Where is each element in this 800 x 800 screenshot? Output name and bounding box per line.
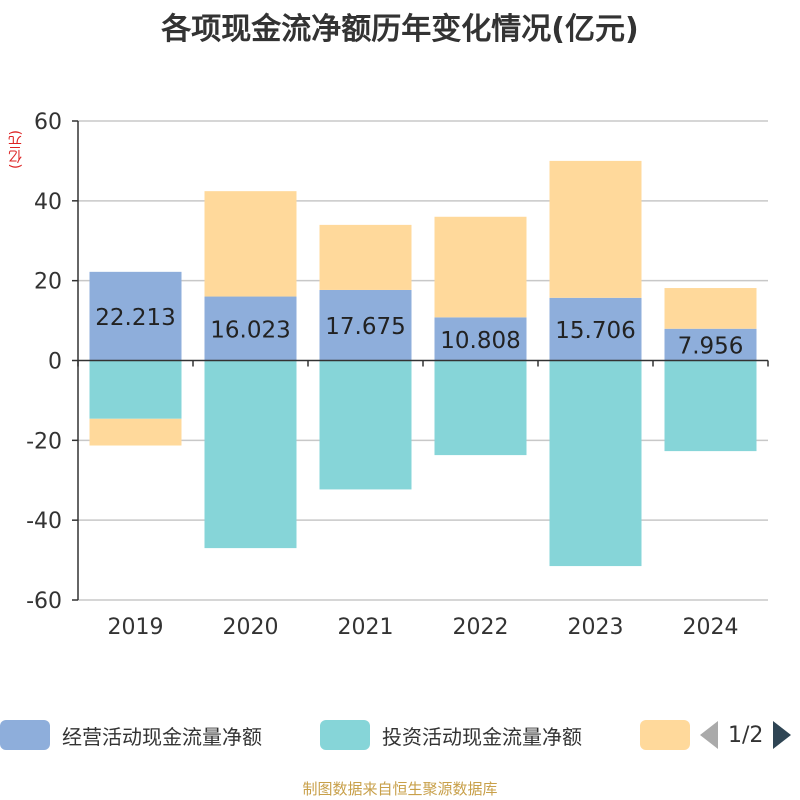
bar-2024-series-2 (664, 288, 757, 329)
bar-2023-series-2 (549, 160, 642, 298)
bar-chart: 60 40 20 0 -20 -40 -60 2019 2020 2021 2022 2023 2024… (26, 110, 769, 640)
y-tick-label: 60 (34, 110, 62, 135)
bar-2024-series-1 (664, 360, 757, 452)
bar-2020-series-1 (204, 360, 297, 549)
bar-2021-series-2 (319, 224, 412, 290)
bar-marks (89, 160, 757, 567)
bar-2019-series-1 (89, 360, 182, 419)
data-source-note: 制图数据来自恒生聚源数据库 (302, 780, 498, 798)
data-label-2019: 22.213 (95, 305, 175, 331)
x-tick-label-2024: 2024 (683, 615, 739, 640)
legend-swatch-investing (320, 720, 370, 750)
legend-prev-page-icon[interactable] (700, 721, 718, 749)
chart-title: 各项现金流净额历年变化情况(亿元) (161, 12, 639, 47)
bar-2021-series-0 (319, 289, 412, 361)
grid-lines (78, 120, 768, 601)
y-tick-label: 20 (34, 270, 62, 295)
y-tick-label: -20 (26, 429, 62, 454)
legend-label-investing: 投资活动现金流量净额 (382, 724, 582, 749)
legend-page-indicator: 1/2 (728, 722, 764, 748)
legend-swatch-operating (0, 720, 50, 750)
bar-2022-series-2 (434, 216, 527, 318)
x-tick-label-2022: 2022 (453, 615, 509, 640)
bar-2020-series-0 (204, 296, 297, 361)
data-label-2020: 16.023 (210, 318, 290, 344)
data-label-2024: 7.956 (678, 334, 744, 360)
x-tick-label-2023: 2023 (568, 615, 624, 640)
bar-2022-series-1 (434, 360, 527, 456)
bar-2023-series-0 (549, 297, 642, 361)
bar-2022-series-0 (434, 317, 527, 361)
legend: 经营活动现金流量净额 投资活动现金流量净额 1/2 (0, 714, 800, 754)
x-tick-label-2020: 2020 (223, 615, 279, 640)
legend-label-operating: 经营活动现金流量净额 (62, 724, 262, 749)
x-tick-label-2019: 2019 (108, 615, 164, 640)
data-label-2023: 15.706 (555, 318, 635, 344)
bar-2019-series-0 (89, 271, 182, 361)
axes: 60 40 20 0 -20 -40 -60 2019 2020 2021 2022 2023 2024 (26, 110, 769, 640)
y-tick-label: -60 (26, 589, 62, 614)
bar-2023-series-1 (549, 360, 642, 567)
bar-2021-series-1 (319, 360, 412, 490)
bar-2019-series-2 (89, 418, 182, 446)
legend-item-operating[interactable]: 经营活动现金流量净额 (0, 720, 262, 750)
legend-item-investing[interactable]: 投资活动现金流量净额 (320, 720, 582, 750)
bar-2020-series-2 (204, 191, 297, 297)
data-label-2022: 10.808 (440, 328, 520, 354)
bar-2024-series-0 (664, 328, 757, 361)
legend-swatch-financing (640, 720, 690, 750)
y-tick-label: 0 (48, 350, 62, 375)
data-label-2021: 17.675 (325, 314, 405, 340)
legend-item-financing[interactable] (640, 720, 702, 750)
x-tick-label-2021: 2021 (338, 615, 394, 640)
y-tick-label: -40 (26, 509, 62, 534)
legend-next-page-icon[interactable] (773, 721, 792, 749)
y-tick-label: 40 (34, 190, 62, 215)
data-labels: 22.213 16.023 17.675 10.808 15.706 7.956 (95, 305, 743, 359)
legend-pager: 1/2 (700, 720, 792, 750)
